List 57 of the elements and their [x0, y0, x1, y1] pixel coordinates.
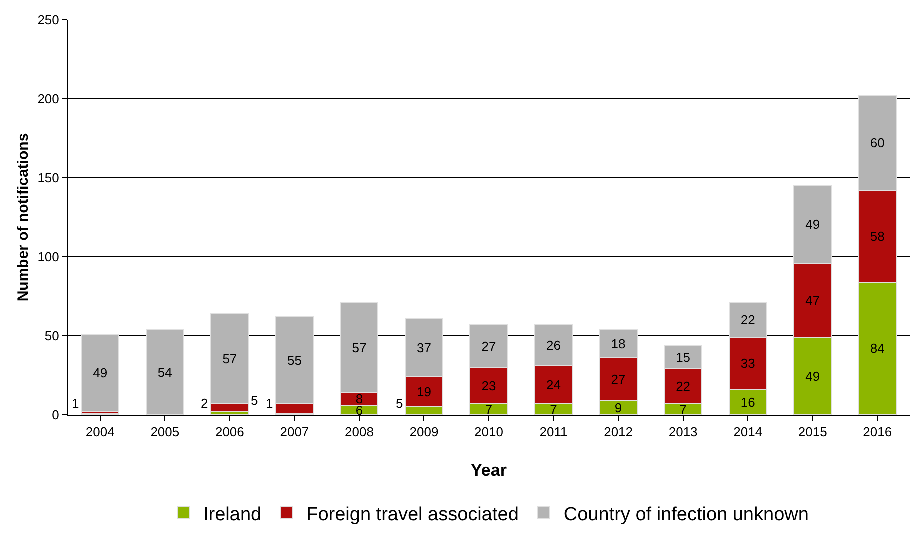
data-label: 15	[676, 350, 691, 365]
data-label: 58	[870, 228, 885, 244]
x-tick-label: 2004	[86, 424, 115, 440]
data-label: 5	[396, 396, 404, 411]
data-label: 19	[416, 384, 432, 400]
data-label: 84	[870, 341, 885, 356]
x-tick-label: 2016	[863, 424, 892, 440]
data-label: 22	[676, 379, 691, 394]
data-label: 23	[482, 378, 496, 394]
x-tick-label: 2013	[668, 424, 698, 440]
x-axis-title: Year	[471, 461, 508, 480]
x-tick-label: 2005	[150, 424, 180, 440]
data-label: 9	[614, 400, 622, 416]
data-label: 24	[546, 377, 562, 392]
data-label: 27	[482, 338, 496, 354]
x-tick-label: 2006	[215, 424, 244, 440]
legend-label: Ireland	[204, 504, 262, 526]
data-label: 54	[158, 364, 172, 380]
data-label: 7	[680, 402, 687, 417]
y-tick-label: 100	[38, 250, 60, 265]
legend-label: Foreign travel associated	[306, 504, 519, 526]
data-label: 16	[740, 394, 756, 410]
data-label: 22	[740, 312, 756, 328]
y-tick-label: 200	[38, 92, 60, 107]
y-tick-label: 0	[52, 408, 60, 423]
data-label: 49	[93, 366, 108, 381]
data-label: 33	[740, 356, 756, 372]
y-axis-title: Number of notifications	[15, 133, 32, 302]
x-tick-label: 2011	[540, 424, 568, 440]
y-tick-label: 50	[44, 328, 60, 344]
data-label: 47	[806, 292, 820, 308]
x-tick-label: 2014	[734, 424, 763, 440]
data-label: 57	[222, 351, 238, 366]
x-tick-label: 2009	[410, 424, 439, 440]
data-label: 27	[611, 372, 626, 387]
data-label: 1	[266, 396, 274, 411]
data-label: 7	[550, 402, 558, 417]
x-tick-label: 2015	[798, 424, 828, 440]
data-label: 26	[546, 338, 562, 353]
x-tick-label: 2012	[604, 424, 633, 440]
data-label: 7	[485, 402, 493, 417]
data-label: 1	[72, 396, 80, 411]
x-tick-label: 2008	[345, 424, 374, 440]
x-tick-label: 2007	[280, 424, 310, 440]
y-tick-label: 150	[38, 170, 60, 186]
y-tick-label: 250	[38, 12, 60, 28]
data-label: 49	[806, 368, 820, 384]
x-tick-label: 2010	[474, 424, 504, 440]
data-label: 60	[870, 136, 885, 151]
data-label: 57	[352, 340, 367, 356]
data-label: 2	[201, 396, 208, 411]
data-label: 5	[251, 393, 258, 408]
data-label: 49	[806, 217, 820, 232]
legend-label: Country of infection unknown	[564, 504, 809, 526]
data-label: 18	[611, 336, 626, 352]
data-label: 55	[287, 352, 302, 368]
data-label: 37	[416, 340, 432, 356]
